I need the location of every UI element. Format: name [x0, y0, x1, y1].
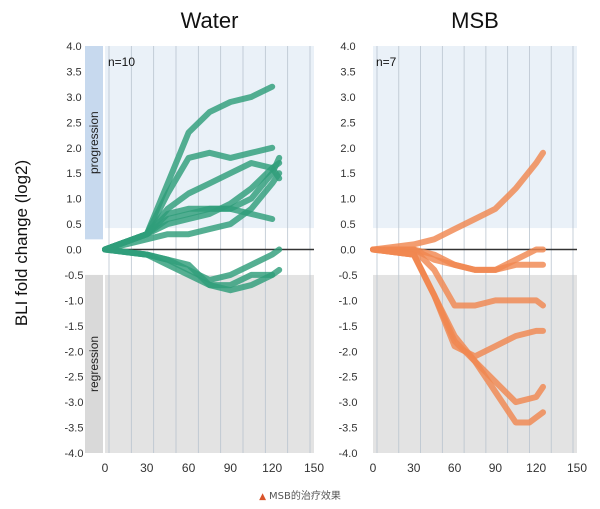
regression-band: [85, 274, 103, 453]
y-tick-label: 4.0: [340, 41, 355, 53]
y-tick-label: 3.5: [340, 66, 355, 78]
y-tick-label: 0.0: [340, 245, 355, 257]
y-tick-label: 0.0: [66, 245, 81, 257]
y-tick-label: 0.5: [340, 219, 355, 231]
y-tick-label: 2.0: [340, 143, 355, 155]
msb-panel: MSB n=7 4.0 3.5 3.0 2.5 2.0 1.5 1.0 0.5 0.0 -0.5 -1.…: [339, 8, 588, 475]
y-tick-label: -3.0: [339, 397, 358, 409]
panel-title: Water: [181, 8, 239, 33]
progression-zone: [373, 46, 577, 229]
x-tick-label: 0: [102, 461, 109, 475]
y-tick-label: 3.5: [66, 66, 81, 78]
x-tick-label: 90: [489, 461, 503, 475]
y-tick-label: -1.0: [339, 295, 358, 307]
x-tick-label: 120: [262, 461, 282, 475]
x-tick-label: 90: [224, 461, 238, 475]
figure-caption: ▲ MSB的治疗效果: [0, 487, 600, 502]
y-tick-label: -2.5: [65, 372, 84, 384]
y-tick-label: -0.5: [65, 270, 84, 282]
y-tick-label: 2.5: [340, 117, 355, 129]
x-tick-label: 30: [407, 461, 421, 475]
y-tick-label: 1.5: [340, 168, 355, 180]
regression-label: regression: [87, 336, 101, 392]
y-tick-label: 3.0: [66, 92, 81, 104]
x-tick-label: 120: [526, 461, 546, 475]
y-tick-label: -3.5: [339, 423, 358, 435]
x-tick-label: 30: [140, 461, 154, 475]
series-line-10: [102, 246, 276, 289]
x-tick-label: 0: [370, 461, 377, 475]
y-tick-label: 3.0: [340, 92, 355, 104]
y-tick-label: 1.0: [66, 194, 81, 206]
y-tick-label: -2.5: [339, 372, 358, 384]
regression-zone: [105, 274, 314, 453]
x-tick-label: 150: [304, 461, 324, 475]
progression-label: progression: [87, 111, 101, 174]
y-tick-label: 0.5: [66, 219, 81, 231]
y-tick-label: -2.0: [339, 346, 358, 358]
x-tick-label: 60: [448, 461, 462, 475]
y-tick-label: 1.5: [66, 168, 81, 180]
y-tick-label: 1.0: [340, 194, 355, 206]
n-label: n=7: [376, 55, 397, 69]
caption-marker-icon: ▲: [259, 492, 267, 502]
y-tick-label: -3.0: [65, 397, 84, 409]
series-line-7: [102, 170, 283, 253]
n-label: n=10: [108, 55, 135, 69]
panel-title: MSB: [451, 8, 499, 33]
progression-zone: [105, 46, 314, 229]
y-tick-label: 2.5: [66, 117, 81, 129]
y-tick-label: 2.0: [66, 143, 81, 155]
water-panel: progression regression Water n=10 4.0 3.5 3.0 2…: [65, 8, 325, 475]
series-line-7: [370, 246, 546, 426]
y-axis-label: BLI fold change (log2): [12, 160, 31, 326]
y-tick-label: -1.5: [65, 321, 84, 333]
caption-text: MSB的治疗效果: [269, 491, 341, 502]
progression-band: [85, 46, 103, 240]
y-tick-label: -2.0: [65, 346, 84, 358]
x-tick-label: 60: [182, 461, 196, 475]
y-tick-label: -0.5: [339, 270, 358, 282]
y-tick-label: -4.0: [65, 448, 84, 460]
y-tick-label: -4.0: [339, 448, 358, 460]
x-tick-label: 150: [567, 461, 587, 475]
y-tick-label: -1.0: [65, 295, 84, 307]
y-tick-label: -3.5: [65, 423, 84, 435]
y-tick-label: -1.5: [339, 321, 358, 333]
y-tick-label: 4.0: [66, 41, 81, 53]
series-line-1: [370, 149, 546, 253]
series-line-4: [370, 246, 546, 309]
